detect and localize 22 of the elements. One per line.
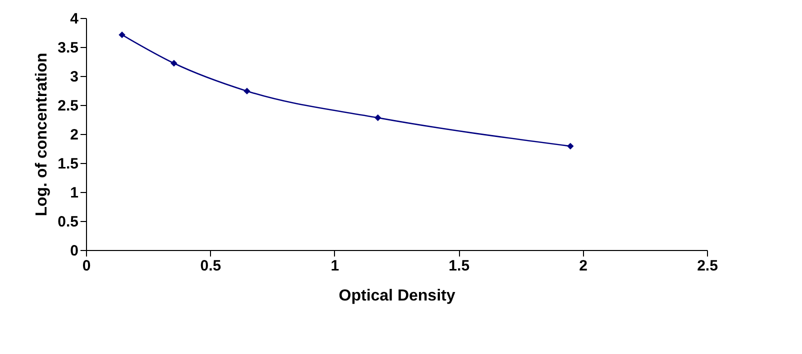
x-tick-label: 0 [82,258,91,274]
point [170,60,178,67]
x-tick-label: 0.5 [200,258,222,274]
y-tick-label: 2 [70,126,78,144]
point [374,114,382,122]
y-tick-label: 1 [70,184,78,202]
y-tick-label: 4 [70,10,80,28]
x-tick-label: 1 [330,258,340,274]
x-tick-label: 1.5 [448,258,470,274]
x-tick-label: 2.5 [697,258,718,274]
point [567,142,574,150]
y-tick-label: 0 [70,242,78,260]
y-tick-label: 2.5 [58,98,78,114]
x-tick-label: 2 [579,258,588,274]
y-tick-label: 3 [70,68,78,86]
x-axis-title: Optical Density [338,288,456,304]
point [118,31,126,38]
y-tick-label: 0.5 [58,214,78,230]
y-tick-label: 1.5 [58,156,78,172]
y-axis-title: Log. of concentration [34,52,51,216]
point [244,88,250,94]
y-tick-label: 3.5 [58,40,78,56]
